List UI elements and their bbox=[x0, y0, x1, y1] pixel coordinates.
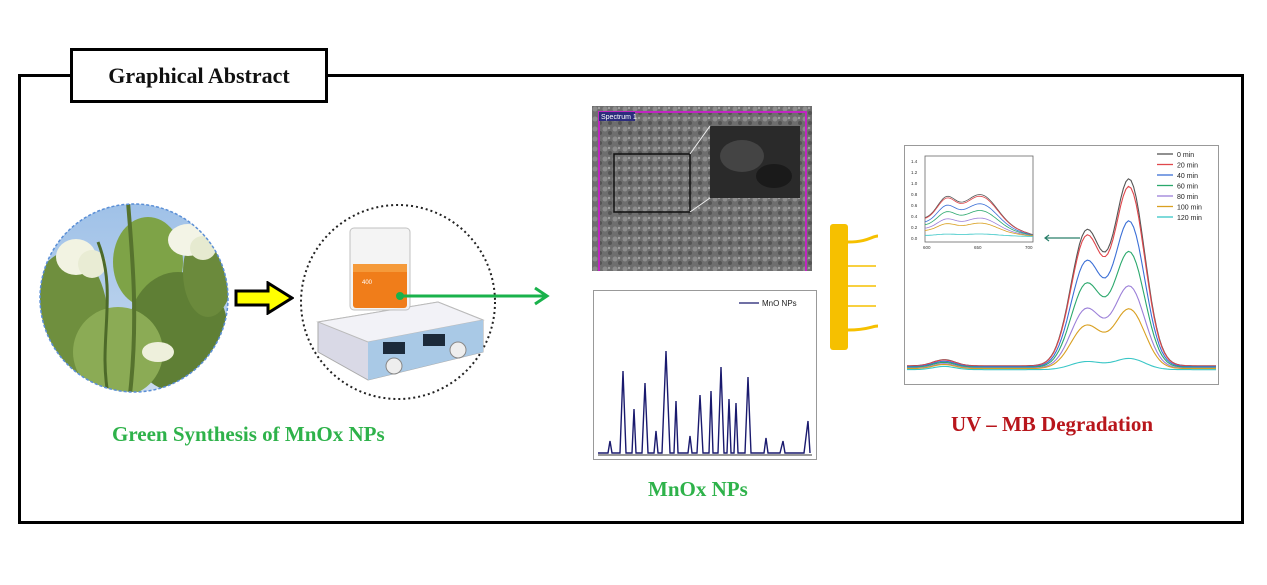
uv-inset-y-tick: 1.4 bbox=[911, 159, 918, 164]
uv-legend-label: 20 min bbox=[1177, 163, 1198, 170]
comb-connector-icon bbox=[830, 224, 879, 350]
svg-text:400: 400 bbox=[362, 280, 373, 286]
uv-inset-line bbox=[924, 195, 1034, 236]
process-arrow-icon bbox=[234, 281, 294, 315]
uv-legend-label: 0 min bbox=[1177, 152, 1194, 159]
uv-inset-line bbox=[924, 233, 1033, 237]
uv-legend-label: 100 min bbox=[1177, 205, 1202, 212]
uv-inset-line bbox=[924, 210, 1034, 236]
hotplate-stirrer-photo: 400 bbox=[300, 204, 496, 400]
title-text: Graphical Abstract bbox=[108, 62, 290, 88]
uv-series-line bbox=[907, 357, 1216, 371]
uv-series-line bbox=[907, 285, 1216, 369]
xrd-pattern-line bbox=[598, 350, 811, 454]
uv-inset-y-tick: 1.0 bbox=[911, 181, 918, 186]
uv-series-line bbox=[907, 250, 1216, 368]
xrd-chart: MnO NPs bbox=[593, 290, 817, 460]
xrd-plot: MnO NPs bbox=[598, 299, 812, 456]
xrd-legend: MnO NPs bbox=[762, 299, 797, 308]
uv-series-line bbox=[907, 308, 1216, 370]
uv-inset-line bbox=[924, 217, 1034, 237]
uv-inset-y-tick: 0.8 bbox=[911, 192, 918, 197]
uv-inset-y-tick: 0.2 bbox=[911, 225, 918, 230]
uv-vis-chart: 1.4 1.2 1.0 0.8 0.6 0.4 0.2 0.0 600 650 700 0 min 20… bbox=[904, 145, 1219, 385]
uv-legend-label: 40 min bbox=[1177, 173, 1198, 180]
uv-inset-line bbox=[924, 222, 1034, 237]
plant-photo bbox=[39, 203, 229, 393]
uv-inset-x-tick: 700 bbox=[1025, 245, 1033, 250]
uv-inset-arrow-icon bbox=[1044, 234, 1080, 242]
uv-inset-y-tick: 1.2 bbox=[911, 170, 918, 175]
uv-inset-y-tick: 0.0 bbox=[911, 236, 918, 241]
sem-image: Spectrum 1 bbox=[592, 106, 812, 271]
uv-series-line bbox=[907, 220, 1216, 368]
uv-inset-x-tick: 600 bbox=[923, 245, 931, 250]
uv-mb-caption: UV – MB Degradation bbox=[951, 412, 1154, 436]
uv-legend-label: 120 min bbox=[1177, 215, 1202, 222]
uv-plot: 1.4 1.2 1.0 0.8 0.6 0.4 0.2 0.0 600 650 700 0 min 20… bbox=[907, 152, 1216, 371]
mnox-caption: MnOx NPs bbox=[648, 477, 748, 501]
uv-inset-x-tick: 650 bbox=[974, 245, 982, 250]
uv-series-line bbox=[907, 185, 1216, 367]
abstract-frame bbox=[18, 74, 1244, 524]
uv-inset-line bbox=[924, 203, 1034, 236]
green-synthesis-caption: Green Synthesis of MnOx NPs bbox=[112, 422, 385, 446]
uv-inset-y-tick: 0.4 bbox=[911, 214, 918, 219]
title-box: Graphical Abstract bbox=[70, 48, 328, 103]
sem-label: Spectrum 1 bbox=[601, 114, 637, 121]
green-arrow-icon bbox=[396, 286, 550, 306]
uv-inset-y-tick: 0.6 bbox=[911, 203, 918, 208]
uv-inset-frame bbox=[924, 155, 1034, 243]
uv-legend-label: 60 min bbox=[1177, 184, 1198, 191]
uv-legend-label: 80 min bbox=[1177, 194, 1198, 201]
